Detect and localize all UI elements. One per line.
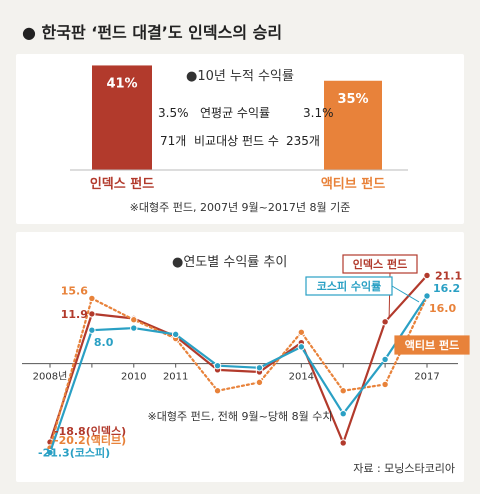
series-point-index (381, 318, 389, 326)
series-point-active (339, 387, 347, 395)
legend-tag-active-box (394, 335, 470, 355)
bar-category-label: 인덱스 펀드 (90, 176, 154, 192)
data-label-kospi-first: -21.3(코스피) (38, 446, 110, 460)
series-point-kospi (255, 364, 264, 372)
bar-chart-title: ●10년 누적 수익률 (186, 69, 294, 84)
series-point-active (381, 380, 389, 389)
row-2-left-value: 71개 (160, 134, 186, 148)
x-tick-label: 2008년 (33, 371, 68, 383)
x-tick-label: 2017 (414, 372, 439, 383)
series-point-kospi (423, 292, 431, 300)
series-point-kospi (297, 343, 306, 351)
series-point-kospi (213, 361, 222, 370)
row-1-left-value: 3.5% (158, 106, 189, 120)
line-chart: 2008년 2010 2011 2014 2017 15.6 11.9 8.0 -18.8(인덱… (22, 254, 470, 460)
series-line-index (48, 274, 428, 445)
x-tick-label: 2014 (289, 372, 314, 383)
bar-active (324, 80, 382, 170)
data-label-index-first: -18.8(인덱스) (54, 424, 126, 438)
row-2-right-value: 235개 (286, 134, 320, 148)
bar-category-label: 액티브 펀드 (321, 176, 385, 192)
legend-leader-kospi (391, 285, 420, 303)
series-point-active (130, 316, 138, 324)
row-1-right-value: 3.1% (303, 106, 334, 120)
bar-chart-footnote: ※대형주 펀드, 2007년 9월~2017년 8월 기준 (130, 201, 351, 214)
x-tick-label: 2010 (121, 372, 146, 383)
x-tick-label: 2011 (163, 372, 188, 383)
series-point-active (88, 294, 96, 303)
bar-value-label: 41% (106, 76, 137, 91)
series-point-index (423, 271, 431, 280)
series-point-active (213, 387, 222, 395)
series-point-kospi (46, 448, 54, 457)
source-note: 자료 : 모닝스타코리아 (353, 462, 455, 475)
series-point-kospi (130, 324, 138, 332)
data-label-index-2009: 11.9 (61, 308, 88, 321)
row-1-label: 연평균 수익률 (200, 106, 270, 120)
series-point-kospi (381, 355, 389, 364)
data-label-kospi-last: 16.2 (433, 282, 460, 295)
data-label-active-2009: 15.6 (61, 284, 88, 297)
legend-tag-kospi: 코스피 수익률 (317, 279, 382, 293)
series-line-kospi (48, 295, 428, 453)
legend-tag-active: 액티브 펀드 (405, 338, 459, 352)
data-label-kospi-2009: 8.0 (94, 336, 114, 349)
line-chart-footnote: ※대형주 펀드, 전해 9월~당해 8월 수치 (148, 409, 333, 423)
bar-chart: 41% 인덱스 펀드 35% 액티브 펀드 (70, 65, 408, 192)
bar-value-label: 35% (337, 92, 368, 107)
series-point-kospi (339, 410, 347, 418)
legend-tag-index-box (342, 254, 418, 274)
page-title: ● 한국판 ‘펀드 대결’도 인덱스의 승리 (22, 23, 282, 42)
data-label-active-first: -20.2(액티브) (54, 433, 126, 447)
series-point-kospi (88, 326, 96, 334)
series-point-active (297, 328, 306, 336)
data-label-index-last: 21.1 (435, 269, 462, 282)
row-2-label: 비교대상 펀드 수 (194, 134, 279, 148)
legend-tag-index: 인덱스 펀드 (353, 257, 407, 271)
series-point-index (88, 310, 96, 318)
bar-index (92, 65, 152, 170)
series-point-kospi (171, 330, 180, 339)
line-chart-title: ●연도별 수익률 추이 (172, 255, 287, 270)
data-label-active-last: 16.0 (429, 302, 456, 315)
series-point-active (255, 378, 264, 387)
series-point-index (339, 439, 347, 447)
